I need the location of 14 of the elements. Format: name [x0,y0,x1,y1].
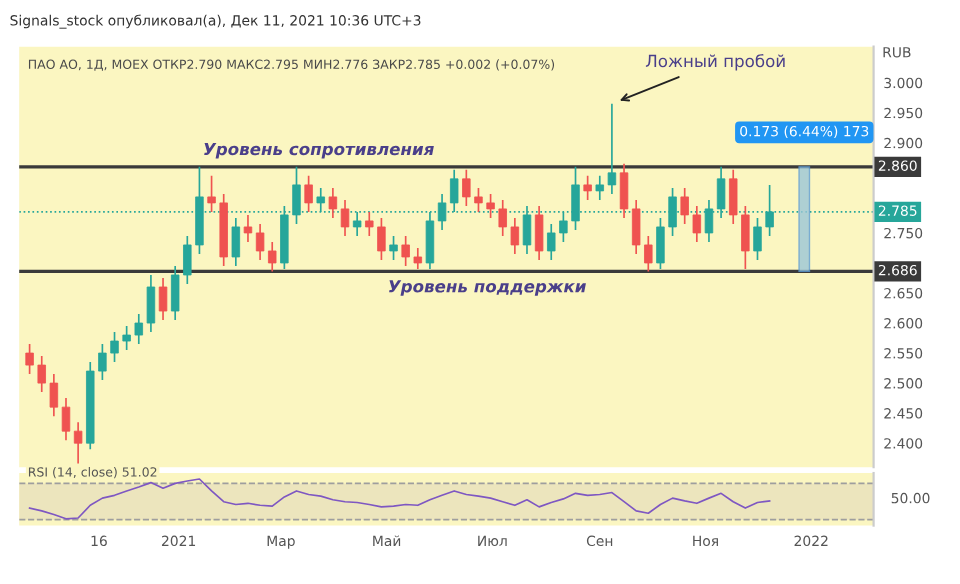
candlestick [304,175,313,213]
annotation: Уровень сопротивления [204,142,434,159]
candlestick [534,205,544,261]
candlestick [243,214,253,243]
candlestick [61,397,71,442]
candlestick [328,187,338,219]
annotation: Ложный пробой [645,54,785,71]
candlestick [389,235,398,261]
annotation: Уровень поддержки [389,280,586,296]
candlestick [73,421,83,465]
candlestick [158,277,168,321]
candlestick [583,175,592,201]
candlestick [231,217,241,267]
candlestick [340,199,350,237]
